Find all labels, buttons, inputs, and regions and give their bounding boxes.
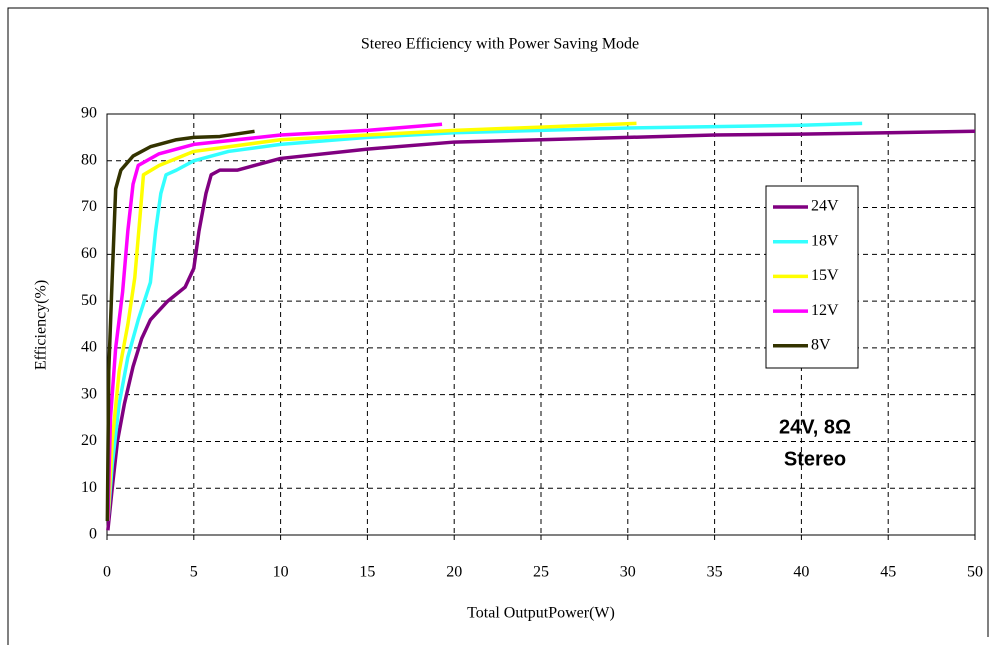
series-line (106, 122, 443, 522)
x-tick-label: 0 (103, 564, 111, 581)
y-tick-label: 70 (81, 198, 97, 215)
y-tick-label: 80 (81, 151, 97, 168)
x-tick-label: 50 (967, 564, 983, 581)
legend-label: 18V (811, 232, 839, 249)
x-tick-label: 45 (880, 564, 896, 581)
annotation: 24V, 8Ω (779, 416, 851, 438)
x-tick-label: 40 (793, 564, 809, 581)
annotation: Stereo (784, 448, 846, 470)
x-tick-label: 25 (533, 564, 549, 581)
legend-label: 8V (811, 336, 831, 353)
series-line (106, 121, 863, 522)
x-tick-label: 5 (190, 564, 198, 581)
y-tick-label: 40 (81, 339, 97, 356)
legend-label: 24V (811, 198, 839, 215)
series-line (105, 129, 255, 521)
x-tick-label: 15 (359, 564, 375, 581)
y-axis-label: Efficiency(%) (33, 280, 50, 370)
y-tick-label: 90 (81, 105, 97, 122)
chart-title: Stereo Efficiency with Power Saving Mode (361, 36, 639, 53)
y-tick-label: 50 (81, 292, 97, 309)
frame (7, 7, 989, 645)
x-tick-label: 20 (446, 564, 462, 581)
x-axis-label: Total OutputPower(W) (467, 605, 615, 622)
y-tick-label: 30 (81, 385, 97, 402)
x-tick-label: 10 (273, 564, 289, 581)
series-line (106, 129, 976, 531)
y-tick-label: 10 (81, 479, 97, 496)
x-tick-label: 35 (707, 564, 723, 581)
legend-label: 15V (811, 267, 839, 284)
legend-label: 12V (811, 302, 839, 319)
y-tick-label: 0 (89, 526, 97, 543)
y-tick-label: 20 (81, 432, 97, 449)
x-tick-label: 30 (620, 564, 636, 581)
series-line (106, 121, 637, 522)
plot-frame (106, 113, 976, 536)
y-tick-label: 60 (81, 245, 97, 262)
